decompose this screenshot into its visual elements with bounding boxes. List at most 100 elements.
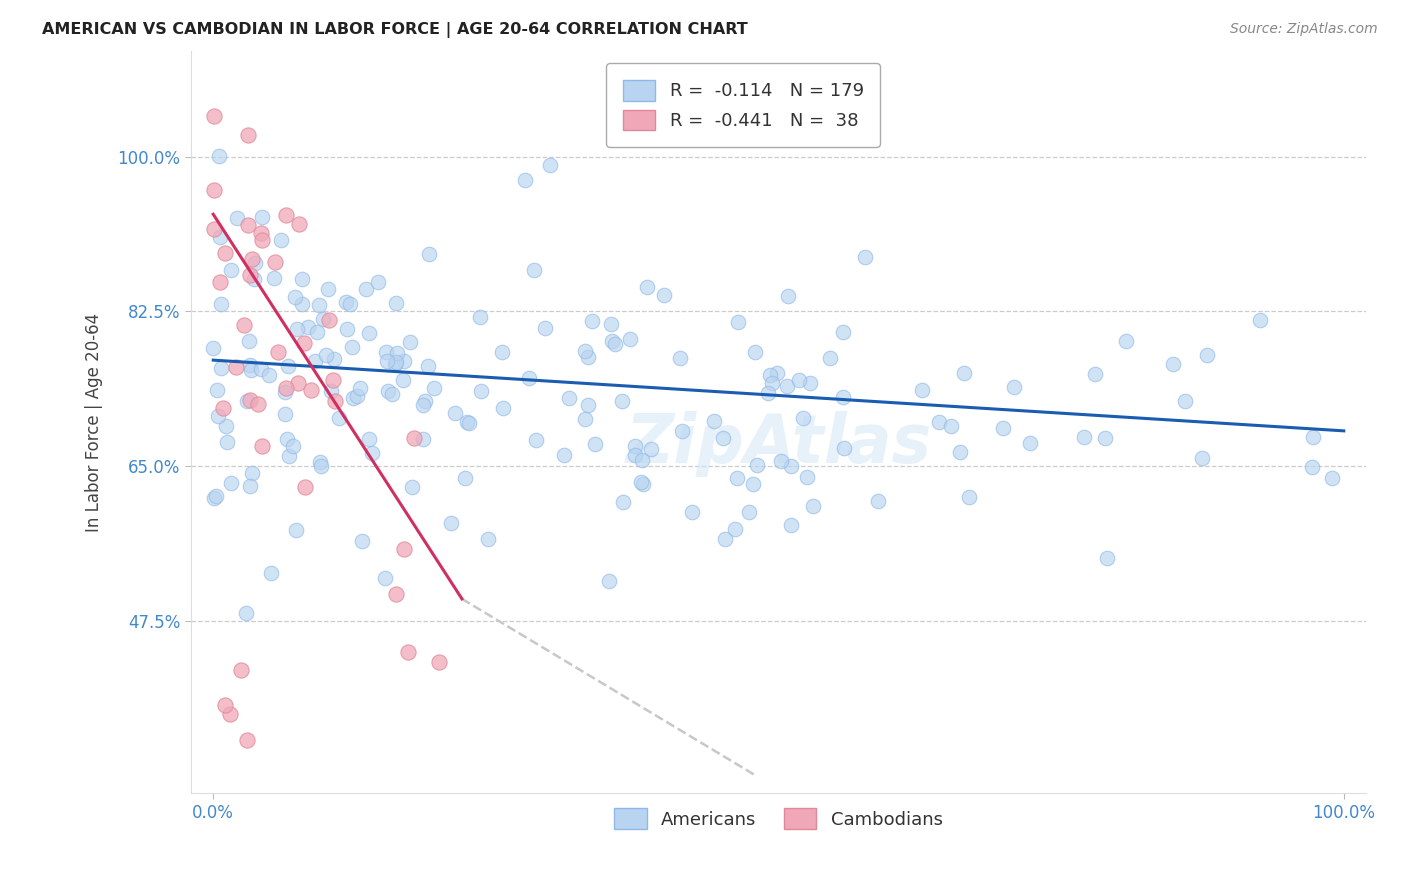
- Point: [238, 334, 260, 349]
- Point: [239, 363, 262, 377]
- Point: [267, 345, 290, 359]
- Point: [652, 288, 675, 302]
- Point: [796, 470, 818, 484]
- Point: [534, 321, 557, 335]
- Point: [853, 250, 876, 264]
- Point: [394, 541, 416, 556]
- Point: [1302, 430, 1324, 444]
- Point: [299, 384, 322, 398]
- Point: [1322, 471, 1344, 485]
- Point: [738, 506, 761, 520]
- Point: [245, 256, 267, 270]
- Point: [427, 656, 450, 670]
- Point: [226, 211, 249, 226]
- Point: [339, 297, 361, 311]
- Point: [319, 384, 342, 398]
- Point: [415, 393, 437, 408]
- Point: [477, 532, 499, 546]
- Point: [285, 321, 308, 335]
- Point: [792, 410, 814, 425]
- Point: [624, 439, 647, 453]
- Point: [219, 475, 242, 490]
- Point: [278, 449, 301, 463]
- Point: [385, 296, 408, 310]
- Point: [249, 361, 271, 376]
- Point: [259, 566, 281, 581]
- Point: [240, 466, 263, 480]
- Point: [381, 386, 404, 401]
- Point: [640, 442, 662, 457]
- Point: [574, 343, 596, 358]
- Point: [1094, 431, 1116, 445]
- Point: [723, 522, 745, 536]
- Point: [524, 433, 547, 447]
- Point: [250, 210, 273, 224]
- Point: [612, 495, 634, 509]
- Point: [350, 534, 373, 549]
- Point: [239, 268, 262, 282]
- Point: [263, 255, 285, 269]
- Point: [801, 500, 824, 514]
- Point: [359, 432, 381, 446]
- Point: [274, 384, 297, 399]
- Point: [671, 424, 693, 438]
- Point: [517, 371, 540, 385]
- Point: [349, 381, 371, 395]
- Point: [1161, 357, 1184, 371]
- Point: [243, 272, 266, 286]
- Text: AMERICAN VS CAMBODIAN IN LABOR FORCE | AGE 20-64 CORRELATION CHART: AMERICAN VS CAMBODIAN IN LABOR FORCE | A…: [42, 22, 748, 38]
- Point: [713, 532, 735, 546]
- Point: [288, 217, 311, 231]
- Point: [250, 439, 273, 453]
- Point: [270, 233, 292, 247]
- Point: [949, 445, 972, 459]
- Point: [787, 373, 810, 387]
- Point: [384, 357, 406, 371]
- Point: [952, 367, 974, 381]
- Point: [799, 376, 821, 391]
- Point: [315, 348, 337, 362]
- Point: [232, 318, 254, 333]
- Point: [630, 475, 652, 489]
- Point: [832, 441, 855, 455]
- Point: [235, 607, 257, 621]
- Point: [468, 310, 491, 324]
- Point: [744, 345, 766, 359]
- Point: [252, 233, 274, 247]
- Point: [631, 453, 654, 467]
- Point: [745, 458, 768, 472]
- Point: [444, 406, 467, 420]
- Point: [240, 252, 263, 267]
- Point: [513, 173, 536, 187]
- Point: [305, 325, 328, 339]
- Point: [214, 698, 236, 712]
- Point: [396, 645, 419, 659]
- Point: [284, 290, 307, 304]
- Point: [257, 368, 280, 382]
- Point: [328, 411, 350, 425]
- Point: [215, 435, 238, 450]
- Point: [318, 282, 340, 296]
- Point: [636, 280, 658, 294]
- Point: [574, 412, 596, 426]
- Point: [231, 663, 253, 677]
- Point: [761, 376, 783, 390]
- Point: [202, 341, 225, 355]
- Point: [404, 431, 426, 445]
- Point: [711, 431, 734, 445]
- Point: [239, 479, 262, 493]
- Point: [621, 118, 644, 132]
- Point: [412, 432, 434, 446]
- Point: [1115, 334, 1137, 349]
- Point: [391, 373, 413, 387]
- Point: [308, 298, 330, 312]
- Point: [297, 320, 319, 334]
- Point: [727, 315, 749, 329]
- Point: [276, 432, 298, 446]
- Point: [756, 386, 779, 401]
- Point: [576, 350, 599, 364]
- Point: [776, 379, 799, 393]
- Point: [385, 346, 408, 360]
- Point: [401, 480, 423, 494]
- Point: [204, 183, 226, 197]
